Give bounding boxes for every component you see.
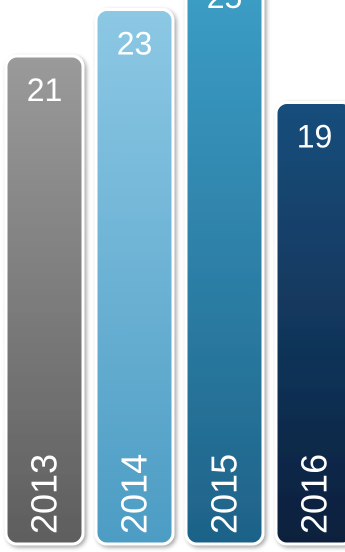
bar-2016 — [274, 100, 345, 546]
value-label-2013: 21 — [27, 72, 63, 108]
bars-group: 21 2013 23 2014 25 2015 19 2016 — [4, 0, 345, 546]
value-label-2016: 19 — [297, 118, 333, 154]
category-label-2016: 2016 — [294, 454, 335, 534]
bar-2014 — [94, 7, 175, 546]
category-label-2015: 2015 — [204, 454, 245, 534]
bar-2015 — [184, 0, 265, 546]
value-label-2015: 25 — [207, 0, 243, 15]
category-label-2013: 2013 — [24, 454, 65, 534]
bar-2013 — [4, 54, 85, 546]
value-label-2014: 23 — [117, 25, 153, 61]
category-label-2014: 2014 — [114, 454, 155, 534]
